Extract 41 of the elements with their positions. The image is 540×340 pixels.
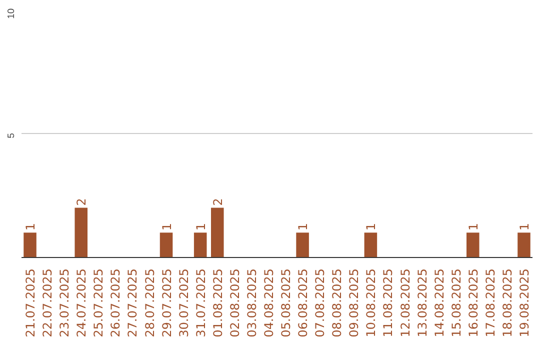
x-tick-label: 08.08.2025 [330, 268, 344, 338]
x-tick-label: 14.08.2025 [432, 268, 446, 338]
x-tick-label: 06.08.2025 [296, 268, 310, 338]
x-tick-label: 09.08.2025 [347, 268, 362, 338]
x-tick-label: 30.07.2025 [176, 268, 191, 338]
x-tick-label: 23.07.2025 [58, 268, 72, 338]
x-tick-label: 02.08.2025 [228, 268, 242, 338]
x-tick-label: 18.08.2025 [500, 268, 514, 338]
x-tick-label: 27.07.2025 [126, 268, 140, 338]
x-tick-label: 04.08.2025 [262, 268, 276, 338]
x-tick-label: 11.08.2025 [381, 268, 396, 338]
x-tick-label: 15.08.2025 [449, 268, 464, 338]
data-label: 1 [296, 222, 310, 231]
x-tick-label: 01.08.2025 [210, 268, 225, 338]
x-tick-label: 12.08.2025 [398, 268, 412, 338]
x-tick-label: 29.07.2025 [160, 268, 174, 338]
x-tick-label: 07.08.2025 [313, 268, 328, 338]
x-tick-label: 24.07.2025 [74, 268, 89, 338]
y-tick-label: 5 [6, 132, 16, 138]
data-label: 1 [466, 222, 480, 231]
x-tick-label: 05.08.2025 [279, 268, 294, 338]
x-tick-label: 16.08.2025 [466, 268, 480, 338]
data-label: 2 [210, 198, 225, 206]
data-label: 1 [160, 222, 174, 231]
data-label: 1 [24, 222, 38, 231]
x-tick-label: 21.07.2025 [24, 268, 38, 338]
x-tick-label: 31.07.2025 [194, 268, 208, 338]
x-tick-label: 10.08.2025 [364, 268, 378, 338]
x-tick-label: 26.07.2025 [108, 268, 123, 338]
x-tick-label: 13.08.2025 [415, 268, 430, 338]
data-label: 1 [194, 222, 208, 231]
x-tick-label: 25.07.2025 [92, 268, 106, 338]
x-tick-label: 19.08.2025 [517, 268, 532, 338]
x-tick-label: 22.07.2025 [40, 268, 55, 338]
y-tick-label: 10 [6, 8, 16, 19]
x-tick-label: 17.08.2025 [483, 268, 498, 338]
data-label: 1 [517, 222, 532, 231]
data-label: 1 [364, 222, 378, 231]
x-tick-label: 28.07.2025 [142, 268, 157, 338]
data-label: 2 [74, 198, 89, 206]
x-tick-label: 03.08.2025 [244, 268, 259, 338]
